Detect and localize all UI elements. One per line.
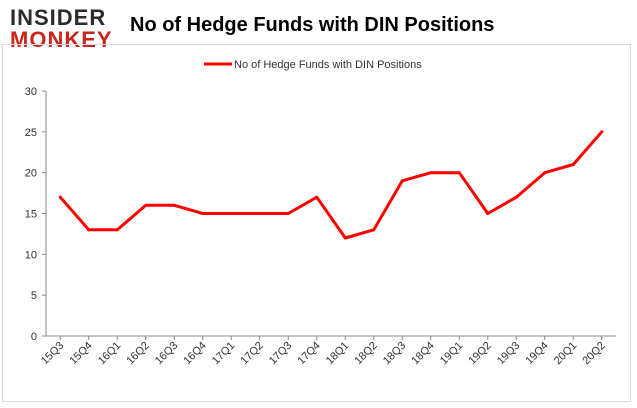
data-point xyxy=(258,212,262,215)
legend: No of Hedge Funds with DIN Positions xyxy=(204,59,422,71)
x-tick-label: 17Q1 xyxy=(210,340,238,368)
x-tick-label: 19Q1 xyxy=(438,340,466,368)
x-tick-label: 15Q3 xyxy=(39,340,67,368)
data-point xyxy=(400,179,404,183)
data-point xyxy=(115,228,119,232)
data-point xyxy=(172,203,176,207)
data-point xyxy=(343,236,347,240)
y-tick-label: 30 xyxy=(25,86,37,98)
x-tick-label: 17Q4 xyxy=(295,340,323,368)
x-tick-label: 19Q4 xyxy=(523,340,551,368)
x-tick-label: 18Q1 xyxy=(324,340,352,368)
chart-title: No of Hedge Funds with DIN Positions xyxy=(130,14,495,36)
x-tick-label: 18Q2 xyxy=(352,340,380,368)
series-group xyxy=(58,130,604,240)
data-point xyxy=(144,203,148,207)
data-point xyxy=(486,212,490,215)
y-tick-label: 5 xyxy=(31,290,37,302)
x-tick-label: 20Q1 xyxy=(552,340,580,368)
data-point xyxy=(600,130,604,134)
chart-frame xyxy=(2,44,631,402)
data-point xyxy=(429,171,433,175)
y-tick-label: 20 xyxy=(25,168,37,180)
axes xyxy=(45,91,616,337)
x-tick-label: 16Q2 xyxy=(124,340,152,368)
x-tick-label: 16Q4 xyxy=(181,340,209,368)
data-point xyxy=(457,171,461,175)
x-axis-ticks: 15Q3 15Q4 16Q1 16Q2 16Q3 16Q4 17Q1 17Q2 17Q3 17Q4… xyxy=(39,336,608,367)
y-tick-label: 15 xyxy=(25,209,37,221)
data-point xyxy=(87,228,91,232)
data-point xyxy=(201,212,205,215)
x-tick-label: 16Q3 xyxy=(153,340,181,368)
x-tick-label: 17Q2 xyxy=(238,340,266,368)
logo-text-insider: INSIDER xyxy=(10,5,107,30)
data-point xyxy=(229,212,233,215)
x-tick-label: 19Q3 xyxy=(495,340,523,368)
x-tick-label: 19Q2 xyxy=(466,340,494,368)
data-point xyxy=(315,195,319,199)
series-line xyxy=(58,130,604,240)
x-tick-label: 18Q3 xyxy=(381,340,409,368)
y-tick-label: 0 xyxy=(31,331,37,343)
x-tick-label: 15Q4 xyxy=(67,340,95,368)
x-tick-label: 18Q4 xyxy=(409,340,437,368)
data-point xyxy=(543,171,547,175)
data-point xyxy=(286,212,290,215)
data-point xyxy=(372,228,376,232)
legend-label: No of Hedge Funds with DIN Positions xyxy=(234,59,422,71)
data-point xyxy=(58,195,62,199)
y-tick-label: 10 xyxy=(25,249,37,261)
y-axis-ticks: 0 5 10 15 20 25 30 xyxy=(25,86,46,343)
data-point xyxy=(571,163,575,166)
y-tick-label: 25 xyxy=(25,127,37,139)
logo-text-monkey: MONKEY xyxy=(10,27,113,52)
data-point xyxy=(514,195,518,199)
insider-monkey-logo: INSIDER MONKEY xyxy=(10,6,122,56)
x-tick-label: 17Q3 xyxy=(267,340,295,368)
x-tick-label: 20Q2 xyxy=(580,340,608,368)
x-tick-label: 16Q1 xyxy=(96,340,124,368)
